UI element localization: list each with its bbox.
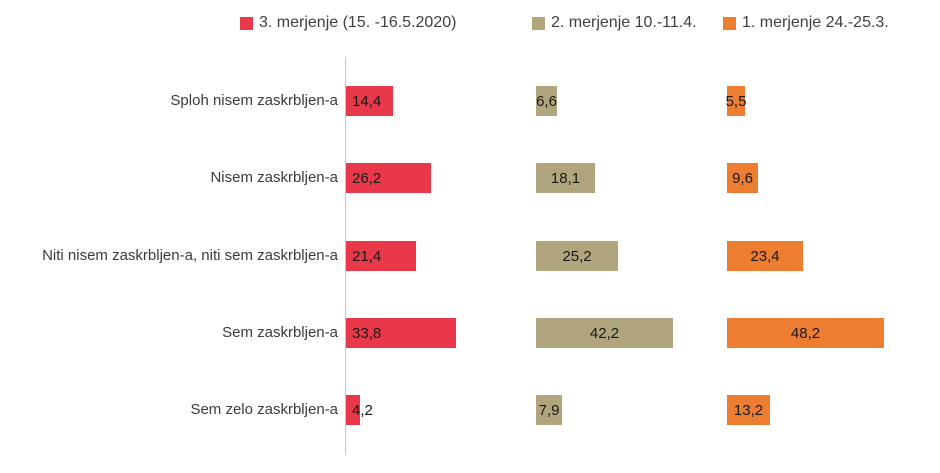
bar-value-label: 23,4 [750, 247, 780, 265]
bar-value-label: 33,8 [352, 324, 382, 342]
bar-value-label: 48,2 [790, 324, 821, 342]
legend-swatch-icon [240, 16, 253, 30]
bar-value-label: 4,2 [352, 401, 373, 419]
bar-value-label: 25,2 [562, 247, 592, 265]
y-axis-line [345, 57, 346, 455]
bar-value-label: 18,1 [550, 169, 581, 187]
bar: 13,2 [727, 395, 770, 425]
bar: 26,2 [346, 163, 431, 193]
bar-value-label: 42,2 [589, 324, 620, 342]
bar-value-label: 14,4 [352, 92, 382, 110]
bar: 4,2 [346, 395, 373, 425]
bar: 5,5 [725, 86, 747, 116]
category-label: Sem zelo zaskrbljen-a [190, 401, 338, 418]
bar: 25,2 [536, 241, 618, 271]
bar: 18,1 [536, 163, 595, 193]
legend-label: 1. merjenje 24.-25.3. [742, 14, 889, 31]
bar: 21,4 [346, 241, 416, 271]
bar: 14,4 [346, 86, 393, 116]
bar-value-label: 7,9 [538, 401, 560, 419]
legend-swatch-icon [723, 16, 736, 30]
category-label: Niti nisem zaskrbljen-a, niti sem zaskrb… [42, 247, 338, 264]
legend-item: 3. merjenje (15. -16.5.2020) [240, 14, 456, 32]
bar: 48,2 [727, 318, 884, 348]
bar-value-label: 5,5 [725, 92, 747, 110]
bar-value-label: 26,2 [352, 169, 382, 187]
bar-value-label: 13,2 [733, 401, 764, 419]
bar: 7,9 [536, 395, 562, 425]
bar: 9,6 [727, 163, 758, 193]
category-label: Nisem zaskrbljen-a [210, 169, 338, 186]
bar-value-label: 9,6 [732, 169, 753, 187]
bar: 42,2 [536, 318, 673, 348]
legend-label: 2. merjenje 10.-11.4. [551, 14, 697, 31]
bar: 23,4 [727, 241, 803, 271]
category-label: Sploh nisem zaskrbljen-a [170, 92, 338, 109]
bar-value-label: 6,6 [536, 92, 557, 110]
bar-value-label: 21,4 [352, 247, 382, 265]
legend-label: 3. merjenje (15. -16.5.2020) [259, 14, 457, 31]
legend-item: 1. merjenje 24.-25.3. [723, 14, 889, 32]
bar: 6,6 [536, 86, 557, 116]
bar: 33,8 [346, 318, 456, 348]
legend-swatch-icon [532, 16, 545, 30]
category-label: Sem zaskrbljen-a [222, 324, 338, 341]
legend-item: 2. merjenje 10.-11.4. [532, 14, 697, 32]
